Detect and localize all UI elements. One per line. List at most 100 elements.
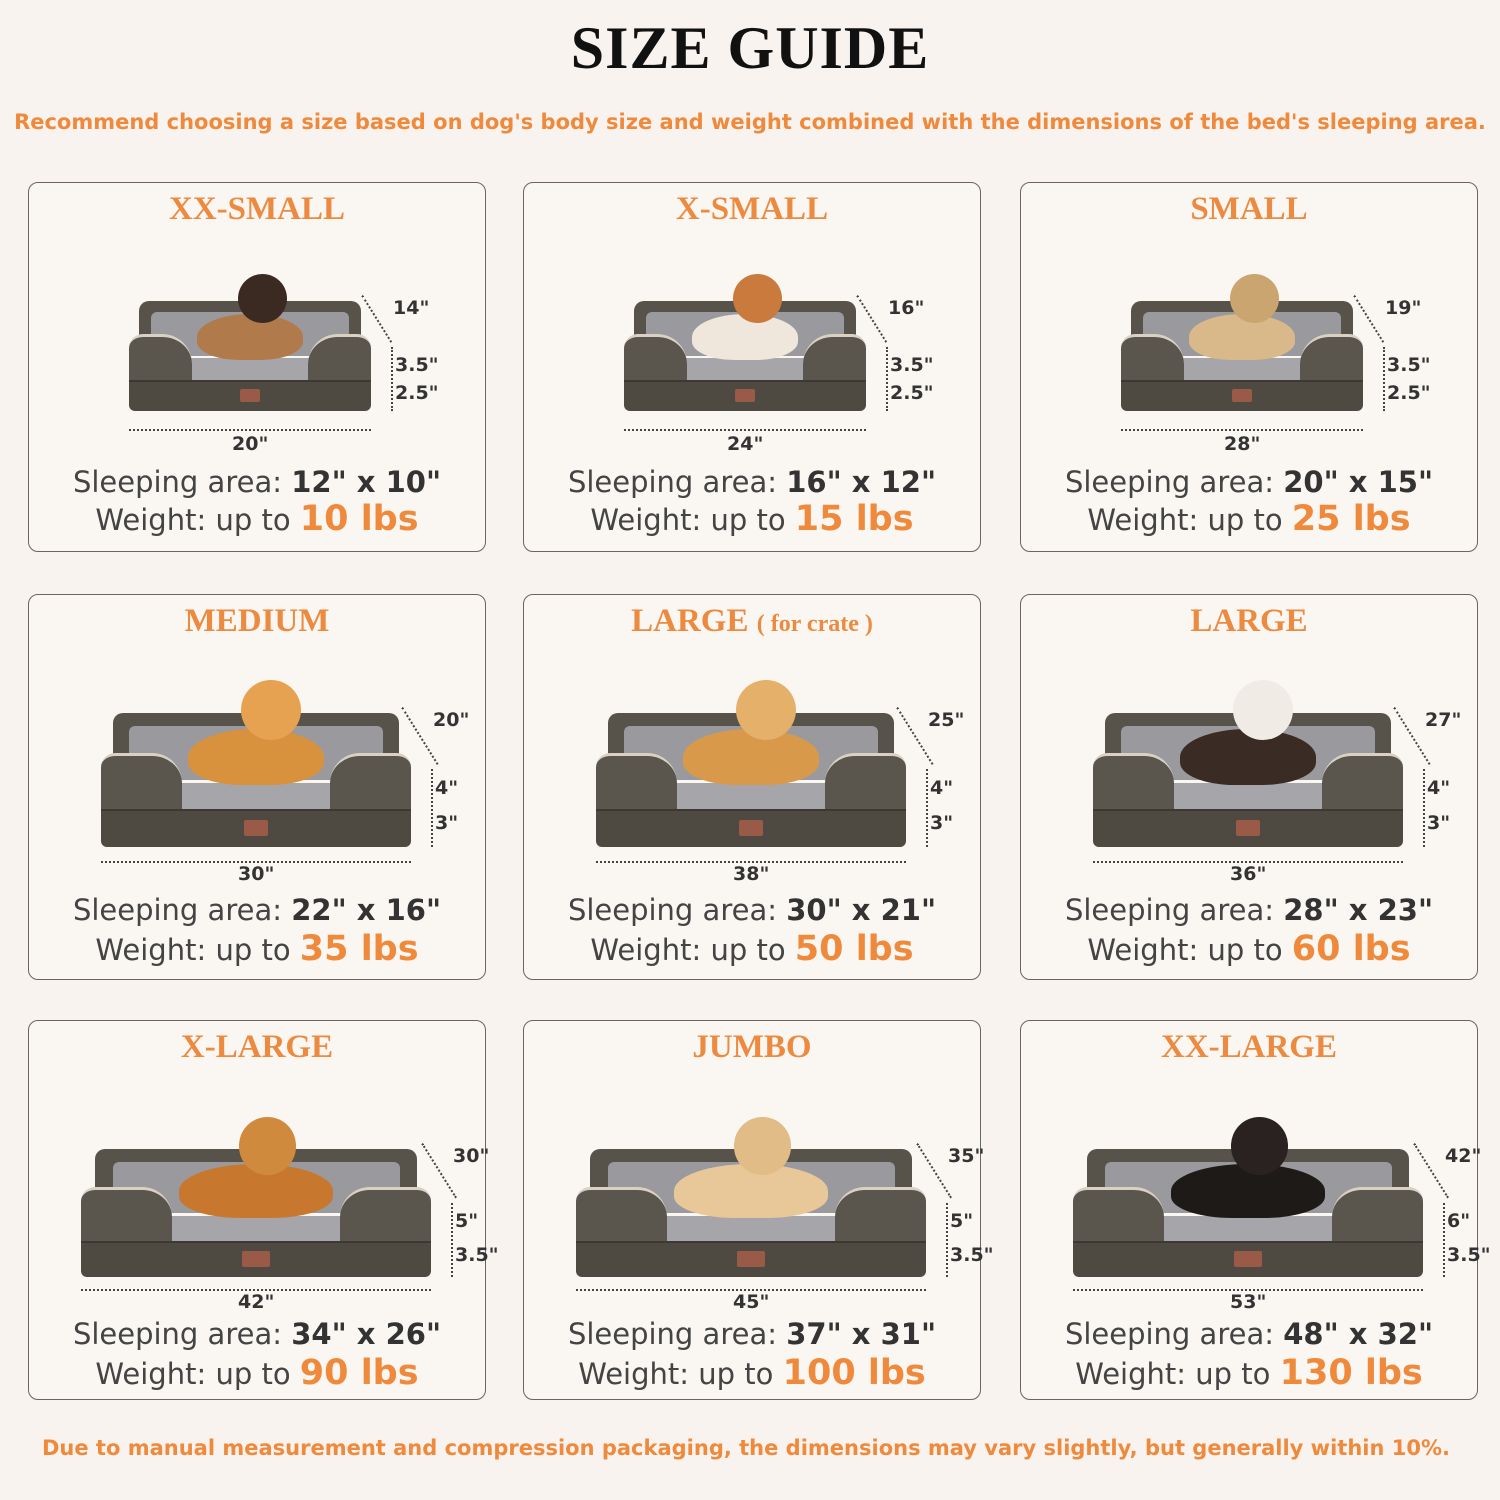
width-dimension-line [129, 429, 371, 431]
weight-label: Weight: up to [95, 503, 291, 537]
size-title: JUMBO [524, 1029, 980, 1066]
weight-label: Weight: up to [590, 933, 786, 967]
cushion-height-label: 3.5" [395, 353, 439, 376]
bed-side-r [1332, 1187, 1423, 1245]
sleeping-area-label: Sleeping area: [567, 893, 777, 927]
sleeping-area: Sleeping area: 37" x 31" [524, 1317, 980, 1351]
height-dimension-line [1423, 769, 1425, 847]
depth-label: 25" [928, 709, 965, 731]
base-height-label: 3.5" [1447, 1243, 1491, 1266]
size-name: JUMBO [692, 1029, 812, 1065]
sleeping-area-label: Sleeping area: [1064, 1317, 1274, 1351]
size-title: XX-LARGE [1021, 1029, 1477, 1066]
animal-body [1188, 314, 1296, 361]
animal-head [238, 1117, 297, 1175]
size-name: X-LARGE [180, 1029, 334, 1065]
cushion-height-label: 4" [1427, 777, 1451, 800]
animal-head [1232, 679, 1293, 741]
base-height-label: 3" [1427, 812, 1451, 835]
bed-side-r [835, 1187, 926, 1245]
bed-tag [1235, 820, 1261, 837]
weight-value: 35 lbs [299, 929, 419, 969]
weight-label: Weight: up to [1075, 1357, 1271, 1391]
sleeping-area-value: 30" x 21" [786, 893, 937, 927]
animal-head [732, 273, 783, 324]
height-dimension-line [391, 347, 393, 411]
size-title: SMALL [1021, 191, 1477, 228]
cushion-height-label: 5" [455, 1210, 479, 1233]
base-height-label: 2.5" [1387, 382, 1431, 405]
bed-side-r [803, 334, 866, 384]
sleeping-area: Sleeping area: 20" x 15" [1021, 465, 1477, 499]
weight-limit: Weight: up to 35 lbs [29, 929, 485, 969]
width-dimension-line [1093, 861, 1403, 863]
footer-note: Due to manual measurement and compressio… [42, 1436, 1450, 1460]
bed-side-r [340, 1187, 431, 1245]
bed-side-l [1121, 334, 1184, 384]
bed-seat [1143, 1215, 1353, 1242]
depth-label: 42" [1445, 1145, 1482, 1167]
cushion-height-label: 5" [950, 1210, 974, 1233]
cushion-height-label: 3.5" [890, 353, 934, 376]
height-dimension-line [926, 769, 928, 847]
weight-limit: Weight: up to 10 lbs [29, 499, 485, 539]
sleeping-area-value: 34" x 26" [291, 1317, 442, 1351]
bed-tag [1234, 1251, 1262, 1267]
base-height-label: 3" [930, 812, 954, 835]
height-dimension-line [1383, 347, 1385, 411]
animal-head [733, 1117, 792, 1175]
sleeping-area: Sleeping area: 16" x 12" [524, 465, 980, 499]
size-title: X-SMALL [524, 191, 980, 228]
depth-label: 30" [453, 1145, 490, 1167]
size-title: MEDIUM [29, 603, 485, 640]
sleeping-area-value: 20" x 15" [1283, 465, 1434, 499]
width-label: 36" [1230, 863, 1267, 885]
sleeping-area-label: Sleeping area: [567, 1317, 777, 1351]
weight-value: 60 lbs [1291, 929, 1411, 969]
width-label: 42" [238, 1291, 275, 1313]
weight-label: Weight: up to [578, 1357, 774, 1391]
weight-label: Weight: up to [95, 1357, 291, 1391]
size-name: X-SMALL [675, 191, 829, 227]
size-name: SMALL [1190, 191, 1308, 227]
sleeping-area-value: 12" x 10" [291, 465, 442, 499]
sleeping-area-label: Sleeping area: [567, 465, 777, 499]
bed-seat [151, 1215, 361, 1242]
size-card: SMALL 28" 19" 3.5" 2.5" Sleeping area: 20" x … [1020, 182, 1478, 552]
weight-limit: Weight: up to 15 lbs [524, 499, 980, 539]
weight-limit: Weight: up to 90 lbs [29, 1353, 485, 1393]
weight-value: 25 lbs [1291, 499, 1411, 539]
base-height-label: 3" [435, 812, 459, 835]
animal-head [1230, 1117, 1289, 1175]
bed-tag [1232, 389, 1252, 403]
sleeping-area-value: 37" x 31" [786, 1317, 937, 1351]
width-label: 45" [733, 1291, 770, 1313]
sleeping-area-label: Sleeping area: [1064, 465, 1274, 499]
depth-label: 35" [948, 1145, 985, 1167]
size-name: LARGE [631, 603, 749, 639]
weight-limit: Weight: up to 100 lbs [524, 1353, 980, 1393]
width-dimension-line [81, 1289, 431, 1291]
bed-side-r [825, 753, 906, 813]
weight-value: 130 lbs [1279, 1353, 1423, 1393]
width-dimension-line [596, 861, 906, 863]
bed-side-l [101, 753, 182, 813]
size-name: XX-SMALL [168, 191, 345, 227]
bed-tag [737, 1251, 765, 1267]
sleeping-area-value: 22" x 16" [291, 893, 442, 927]
animal-body [179, 1164, 333, 1219]
base-height-label: 2.5" [890, 382, 934, 405]
sleeping-area-value: 28" x 23" [1283, 893, 1434, 927]
bed-side-r [1322, 753, 1403, 813]
size-title: LARGE [1021, 603, 1477, 640]
width-label: 24" [727, 433, 764, 455]
size-name: MEDIUM [184, 603, 330, 639]
weight-limit: Weight: up to 60 lbs [1021, 929, 1477, 969]
base-height-label: 3.5" [455, 1243, 499, 1266]
weight-label: Weight: up to [1087, 503, 1283, 537]
depth-label: 16" [888, 297, 925, 319]
cushion-height-label: 4" [435, 777, 459, 800]
animal-body [674, 1164, 828, 1219]
width-label: 38" [733, 863, 770, 885]
bed-seat [658, 782, 844, 810]
